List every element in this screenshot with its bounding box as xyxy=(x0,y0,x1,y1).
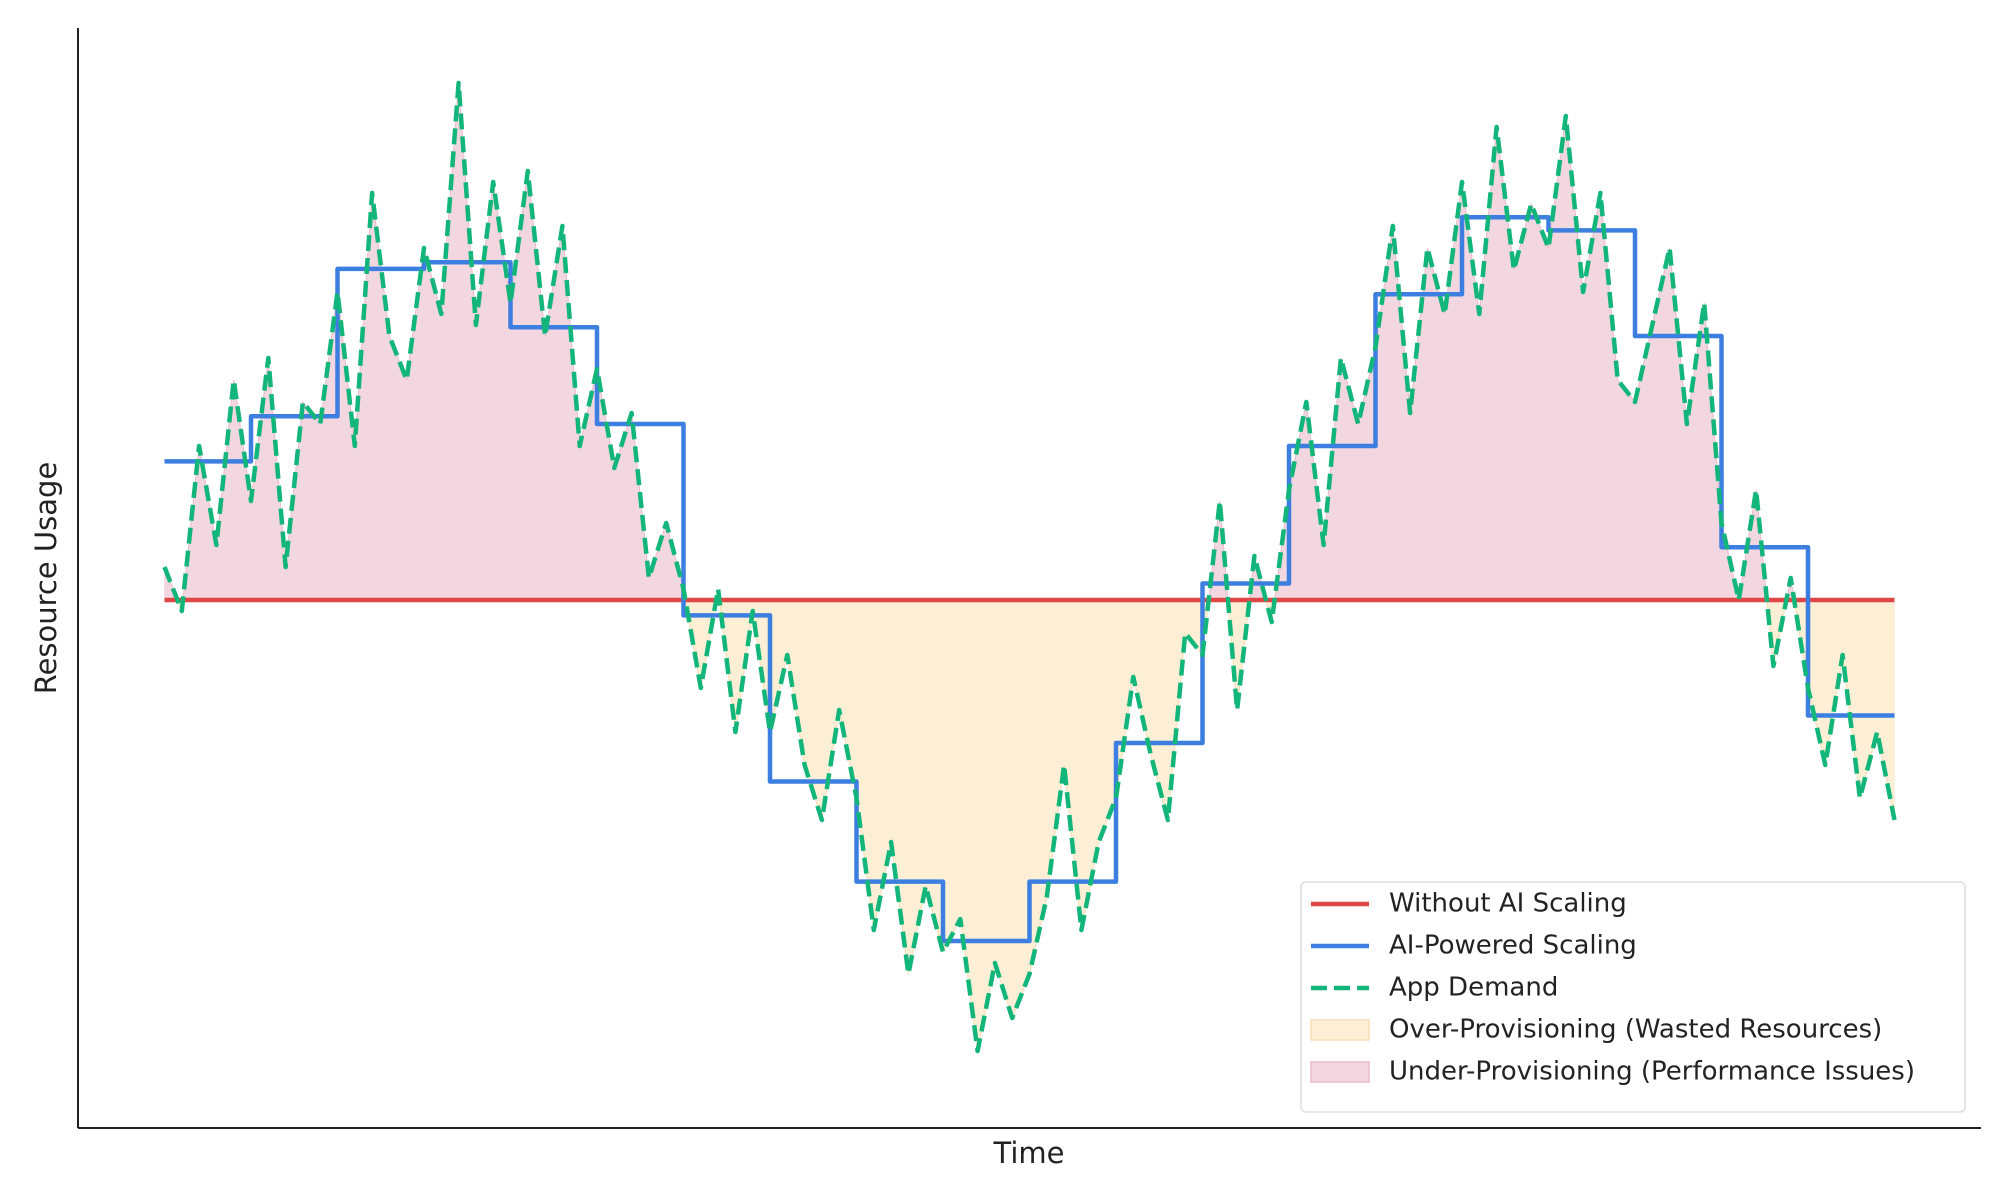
legend: Without AI Scaling AI-Powered Scaling App … xyxy=(1300,881,1966,1113)
legend-swatch xyxy=(1310,1061,1370,1083)
legend-label: Under-Provisioning (Performance Issues) xyxy=(1389,1057,1915,1087)
legend-label: App Demand xyxy=(1389,973,1558,1003)
line-layer xyxy=(162,80,1897,1054)
x-axis-label: Time xyxy=(993,1136,1065,1170)
fill-layer xyxy=(164,82,1895,1052)
legend-label: Without AI Scaling xyxy=(1389,889,1627,919)
y-axis-label: Resource Usage xyxy=(29,462,63,695)
legend-swatch xyxy=(1310,1019,1370,1041)
legend-box xyxy=(1300,881,1966,1113)
series-line xyxy=(162,80,1897,1054)
legend-label: AI-Powered Scaling xyxy=(1389,931,1637,961)
provisioning-fill xyxy=(164,82,1895,600)
provisioning-fill xyxy=(164,600,1895,1052)
legend-label: Over-Provisioning (Wasted Resources) xyxy=(1389,1015,1882,1045)
